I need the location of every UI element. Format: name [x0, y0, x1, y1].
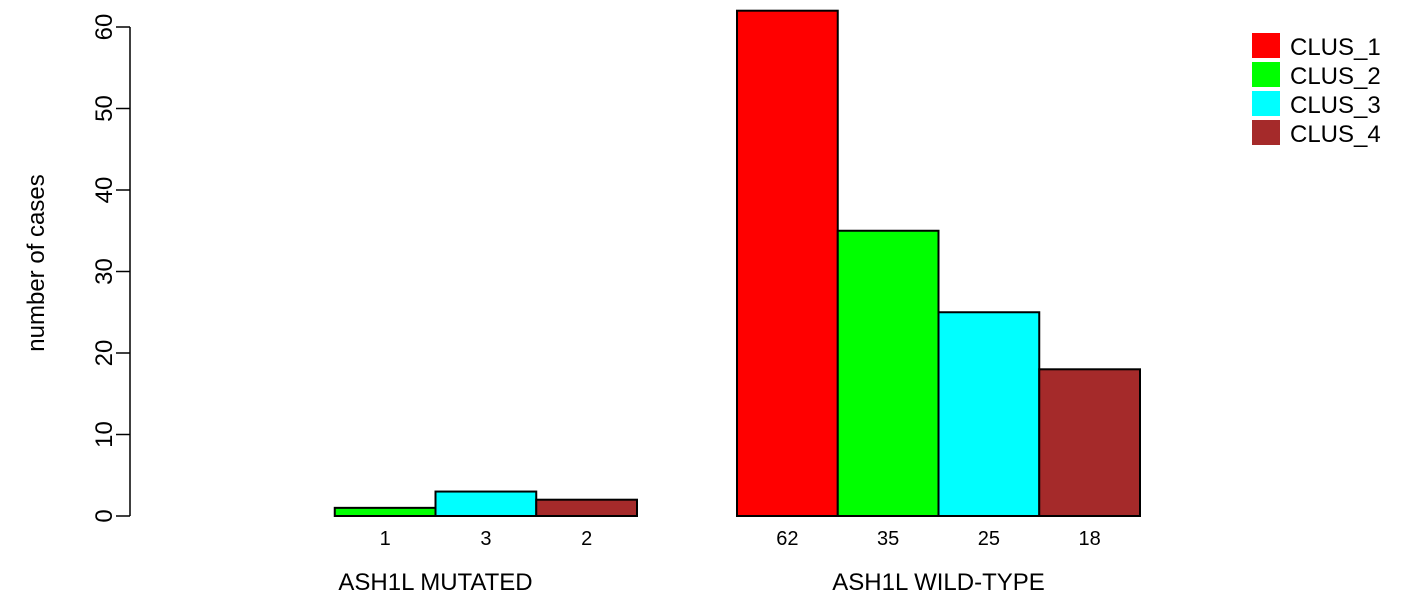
legend-swatch [1252, 91, 1280, 116]
value-labels: 1 3 2 62 35 25 18 [380, 528, 1101, 550]
legend-swatch [1252, 33, 1280, 58]
bar-value-label: 3 [480, 528, 491, 550]
bars [333, 9, 1141, 518]
bar-value-label: 2 [581, 528, 592, 550]
y-axis: 0 10 20 30 40 50 60 [91, 14, 131, 523]
y-tick-label: 50 [91, 95, 118, 122]
y-tick-label: 0 [91, 509, 118, 522]
legend-swatch [1252, 62, 1280, 87]
bar [333, 506, 437, 518]
group-labels: ASH1L MUTATED ASH1L WILD-TYPE [338, 569, 1044, 596]
bar [836, 229, 940, 517]
bar [1038, 368, 1141, 517]
bar [434, 490, 538, 517]
y-tick-label: 10 [91, 421, 118, 448]
bar [535, 498, 638, 518]
legend-label: CLUS_1 [1290, 34, 1381, 61]
legend-swatch [1252, 120, 1280, 145]
y-tick-label: 60 [91, 14, 118, 41]
legend-label: CLUS_4 [1290, 121, 1381, 148]
y-axis-label: number of cases [23, 174, 50, 351]
bar-value-label: 35 [877, 528, 899, 550]
bar-value-label: 1 [380, 528, 391, 550]
legend-label: CLUS_3 [1290, 92, 1381, 119]
bar [736, 9, 839, 517]
y-tick-label: 40 [91, 177, 118, 204]
group-label: ASH1L WILD-TYPE [832, 569, 1045, 596]
group-label: ASH1L MUTATED [338, 569, 532, 596]
bar-value-label: 62 [776, 528, 798, 550]
legend-label: CLUS_2 [1290, 63, 1381, 90]
bar [937, 311, 1041, 517]
y-tick-label: 20 [91, 340, 118, 367]
y-tick-label: 30 [91, 258, 118, 285]
bar-value-label: 25 [978, 528, 1000, 550]
bar-value-label: 18 [1079, 528, 1101, 550]
